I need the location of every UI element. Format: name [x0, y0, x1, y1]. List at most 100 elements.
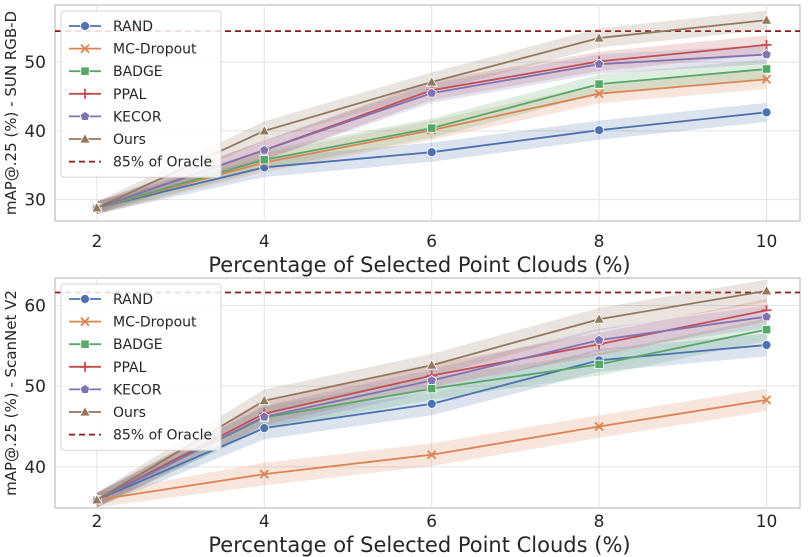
data-point	[760, 284, 773, 296]
data-point	[594, 125, 605, 136]
data-point	[594, 89, 604, 99]
data-point	[259, 411, 270, 422]
data-point	[760, 13, 773, 25]
data-point	[259, 469, 269, 479]
data-point	[90, 493, 103, 505]
legend-entry: MC-Dropout	[69, 42, 197, 58]
legend-marker	[79, 110, 91, 121]
legend-entry: MC-Dropout	[69, 315, 197, 331]
legend-marker	[79, 132, 91, 144]
data-point	[761, 311, 772, 322]
data-point	[593, 31, 605, 43]
legend-marker	[79, 405, 91, 417]
x-tick-label: 10	[756, 232, 778, 252]
y-tick-label: 40	[24, 458, 46, 478]
x-tick-label: 6	[426, 232, 437, 252]
data-point	[761, 74, 772, 84]
legend-entry: KECOR	[69, 382, 162, 398]
chart-sunrgbd: 2 4 6 8 10 30 40 50 Percentage of Selected Point…	[2, 4, 801, 277]
legend-label: PPAL	[113, 360, 147, 376]
data-point	[90, 201, 103, 213]
legend-label: 85% of Oracle	[113, 155, 212, 171]
data-point	[427, 450, 437, 460]
legend-marker	[80, 43, 90, 54]
data-point	[593, 58, 605, 69]
data-point	[259, 155, 269, 165]
legend-label: PPAL	[113, 87, 147, 103]
legend-label: BADGE	[113, 337, 163, 353]
data-point	[593, 334, 605, 345]
data-point	[425, 75, 438, 87]
legend-marker	[80, 361, 90, 372]
data-point	[761, 39, 772, 50]
legend-label: BADGE	[113, 64, 163, 80]
legend-marker	[80, 339, 90, 349]
y-tick-label: 30	[24, 191, 46, 211]
data-point	[258, 394, 271, 406]
legend-label: RAND	[113, 292, 153, 308]
data-point	[258, 124, 271, 136]
y-tick-label: 40	[24, 122, 46, 142]
data-point	[761, 64, 772, 74]
y-axis-label: mAP@.25 (%) - SUN RGB-D	[2, 11, 20, 215]
x-tick-label: 2	[91, 232, 102, 252]
x-tick-label: 4	[259, 512, 270, 532]
legend-entry: Ours	[69, 405, 146, 421]
data-point	[594, 421, 604, 432]
data-point	[761, 325, 772, 335]
legend-entry: 85% of Oracle	[69, 428, 212, 444]
data-point	[426, 374, 437, 385]
legend-marker	[80, 294, 90, 304]
x-tick-label: 8	[594, 232, 605, 252]
legend-label: KECOR	[113, 382, 162, 398]
legend: RAND MC-Dropout BADGE PPAL KECOR Ours 85% of O…	[60, 10, 222, 178]
data-point	[426, 87, 437, 98]
confidence-band	[96, 59, 767, 215]
series-mc-dropout	[92, 395, 772, 505]
legend: RAND MC-Dropout BADGE PPAL KECOR Ours 85% of O…	[60, 283, 222, 451]
legend-marker	[80, 66, 90, 76]
data-point	[594, 79, 604, 89]
data-point	[427, 383, 437, 394]
confidence-band	[96, 10, 767, 215]
x-axis-label: Percentage of Selected Point Clouds (%)	[208, 533, 630, 557]
data-point	[426, 398, 437, 409]
chart-scannet: 2 4 6 8 10 40 50 60 Percentage of Selected Point…	[2, 277, 801, 557]
x-axis-label: Percentage of Selected Point Clouds (%)	[208, 253, 630, 277]
data-point	[761, 107, 772, 118]
x-tick-label: 6	[426, 512, 437, 532]
data-point	[593, 312, 605, 324]
confidence-band	[96, 69, 767, 215]
x-tick-label: 10	[756, 512, 778, 532]
legend-box	[60, 10, 222, 178]
x-tick-label: 4	[259, 232, 270, 252]
legend-label: KECOR	[113, 109, 162, 125]
y-axis-label: mAP@.25 (%) - ScanNet V2	[2, 290, 20, 496]
legend-entry: PPAL	[69, 87, 147, 103]
legend-entry: RAND	[69, 19, 153, 35]
legend-label: Ours	[113, 405, 146, 421]
data-point	[426, 147, 437, 158]
legend-label: MC-Dropout	[113, 42, 197, 58]
legend-marker	[80, 88, 90, 99]
confidence-band	[96, 44, 767, 215]
legend-marker	[80, 21, 90, 31]
legend-entry: BADGE	[69, 64, 163, 80]
y-tick-label: 60	[24, 296, 46, 316]
confidence-band	[96, 299, 767, 508]
data-point	[761, 395, 772, 405]
data-point	[761, 340, 772, 350]
legend-entry: Ours	[69, 132, 146, 148]
data-point	[761, 49, 772, 59]
legend-entry: 85% of Oracle	[69, 155, 212, 171]
legend-marker	[79, 383, 91, 394]
legend-entry: RAND	[69, 292, 153, 308]
legend-label: MC-Dropout	[113, 315, 197, 331]
data-point	[259, 423, 270, 434]
y-tick-label: 50	[24, 377, 46, 397]
data-point	[594, 359, 604, 369]
legend-label: 85% of Oracle	[113, 428, 212, 444]
y-tick-label: 50	[24, 53, 46, 73]
legend-box	[60, 283, 222, 451]
